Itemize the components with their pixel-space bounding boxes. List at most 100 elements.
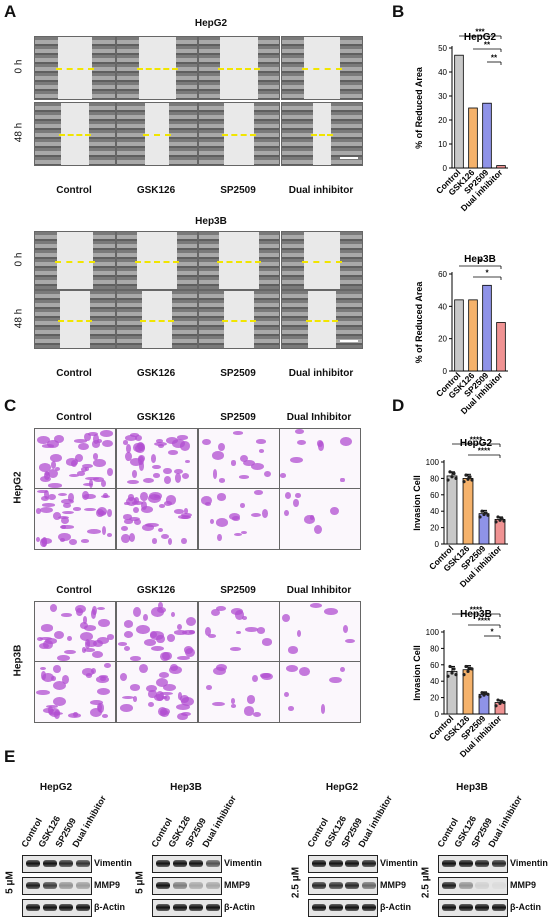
protein-band	[205, 904, 220, 911]
chart-title: Hep3B	[464, 254, 496, 265]
protein-band	[491, 904, 506, 911]
stained-cell	[43, 708, 54, 713]
invasion-image	[34, 601, 116, 663]
stained-cell	[143, 613, 149, 621]
bar-sp2509	[482, 102, 492, 169]
stained-cell	[121, 695, 134, 700]
stained-cell	[298, 667, 310, 677]
stained-cell	[243, 706, 255, 716]
stained-cell	[80, 466, 87, 472]
stained-cell	[287, 706, 295, 712]
stained-cell	[141, 523, 154, 531]
invasion-image	[116, 661, 198, 723]
stained-cell	[125, 496, 137, 506]
stained-cell	[82, 616, 87, 624]
invasion-image	[198, 488, 280, 550]
stained-cell	[132, 501, 143, 506]
wound-image	[116, 36, 198, 100]
protein-band	[26, 882, 40, 889]
y-axis-label: Invasion Cell	[412, 645, 422, 701]
stained-cell	[133, 519, 142, 526]
y-tick-label: 20	[438, 116, 447, 125]
stained-cell	[36, 689, 50, 696]
y-tick-label: 40	[430, 507, 439, 516]
protein-band	[156, 904, 170, 911]
stained-cell	[340, 666, 346, 672]
stained-cell	[251, 463, 264, 471]
stained-cell	[209, 518, 214, 525]
stained-cell	[284, 691, 290, 697]
stained-cell	[176, 655, 191, 661]
stained-cell	[85, 639, 97, 647]
stained-cell	[38, 462, 51, 472]
stained-cell	[93, 459, 106, 468]
y-tick-label: 30	[438, 92, 447, 101]
blot-strip	[152, 855, 222, 873]
wound-edge-right	[92, 37, 115, 99]
stained-cell	[129, 656, 141, 661]
stained-cell	[74, 439, 87, 443]
wound-edge-right	[172, 291, 197, 348]
data-point	[464, 664, 468, 669]
stained-cell	[84, 507, 97, 512]
stained-cell	[128, 494, 134, 501]
wound-column-label: Dual inhibitor	[288, 185, 354, 196]
wound-image	[34, 102, 116, 166]
stained-cell	[181, 473, 190, 480]
stained-cell	[173, 468, 183, 474]
stained-cell	[69, 539, 77, 546]
wound-width-line	[222, 134, 256, 136]
stained-cell	[177, 712, 188, 720]
chart-title: HepG2	[464, 32, 497, 43]
stained-cell	[205, 685, 212, 691]
stained-cell	[119, 673, 127, 681]
stained-cell	[43, 470, 51, 481]
protein-band	[328, 904, 343, 911]
stained-cell	[66, 636, 72, 642]
stained-cell	[67, 493, 75, 503]
stained-cell	[138, 663, 149, 674]
stained-cell	[252, 711, 261, 717]
wound-image	[198, 102, 280, 166]
protein-band	[361, 882, 376, 889]
data-point	[448, 664, 452, 669]
wound-edge-right	[340, 232, 362, 289]
stained-cell	[93, 639, 104, 648]
protein-label: β-Actin	[94, 902, 125, 912]
stained-cell	[297, 439, 307, 446]
stained-cell	[138, 461, 144, 472]
stained-cell	[230, 698, 236, 705]
stained-cell	[176, 703, 190, 710]
stained-cell	[91, 651, 103, 659]
protein-band	[172, 904, 187, 911]
stained-cell	[36, 536, 41, 543]
y-tick-label: 40	[430, 677, 439, 686]
protein-band	[475, 904, 489, 911]
protein-band	[345, 860, 359, 867]
blot-strip	[22, 855, 92, 873]
stained-cell	[117, 642, 128, 646]
blot-strip	[308, 877, 378, 895]
blot-title: HepG2	[39, 782, 73, 793]
protein-band	[75, 882, 90, 889]
stained-cell	[156, 634, 165, 644]
wound-edge-right	[254, 291, 279, 348]
wound-width-line	[56, 68, 94, 70]
stained-cell	[83, 493, 97, 500]
protein-band	[205, 860, 220, 867]
stained-cell	[96, 637, 109, 645]
stained-cell	[150, 645, 165, 652]
data-point	[478, 695, 482, 699]
stained-cell	[61, 511, 75, 515]
stained-cell	[87, 528, 101, 534]
invasion-column-label: GSK126	[136, 585, 176, 596]
stained-cell	[184, 459, 191, 464]
stained-cell	[297, 630, 302, 638]
scale-bar	[340, 157, 358, 159]
stained-cell	[128, 532, 135, 543]
stained-cell	[184, 647, 195, 657]
stained-cell	[53, 512, 61, 520]
stained-cell	[166, 437, 179, 444]
stained-cell	[124, 435, 138, 442]
stained-cell	[61, 499, 74, 505]
